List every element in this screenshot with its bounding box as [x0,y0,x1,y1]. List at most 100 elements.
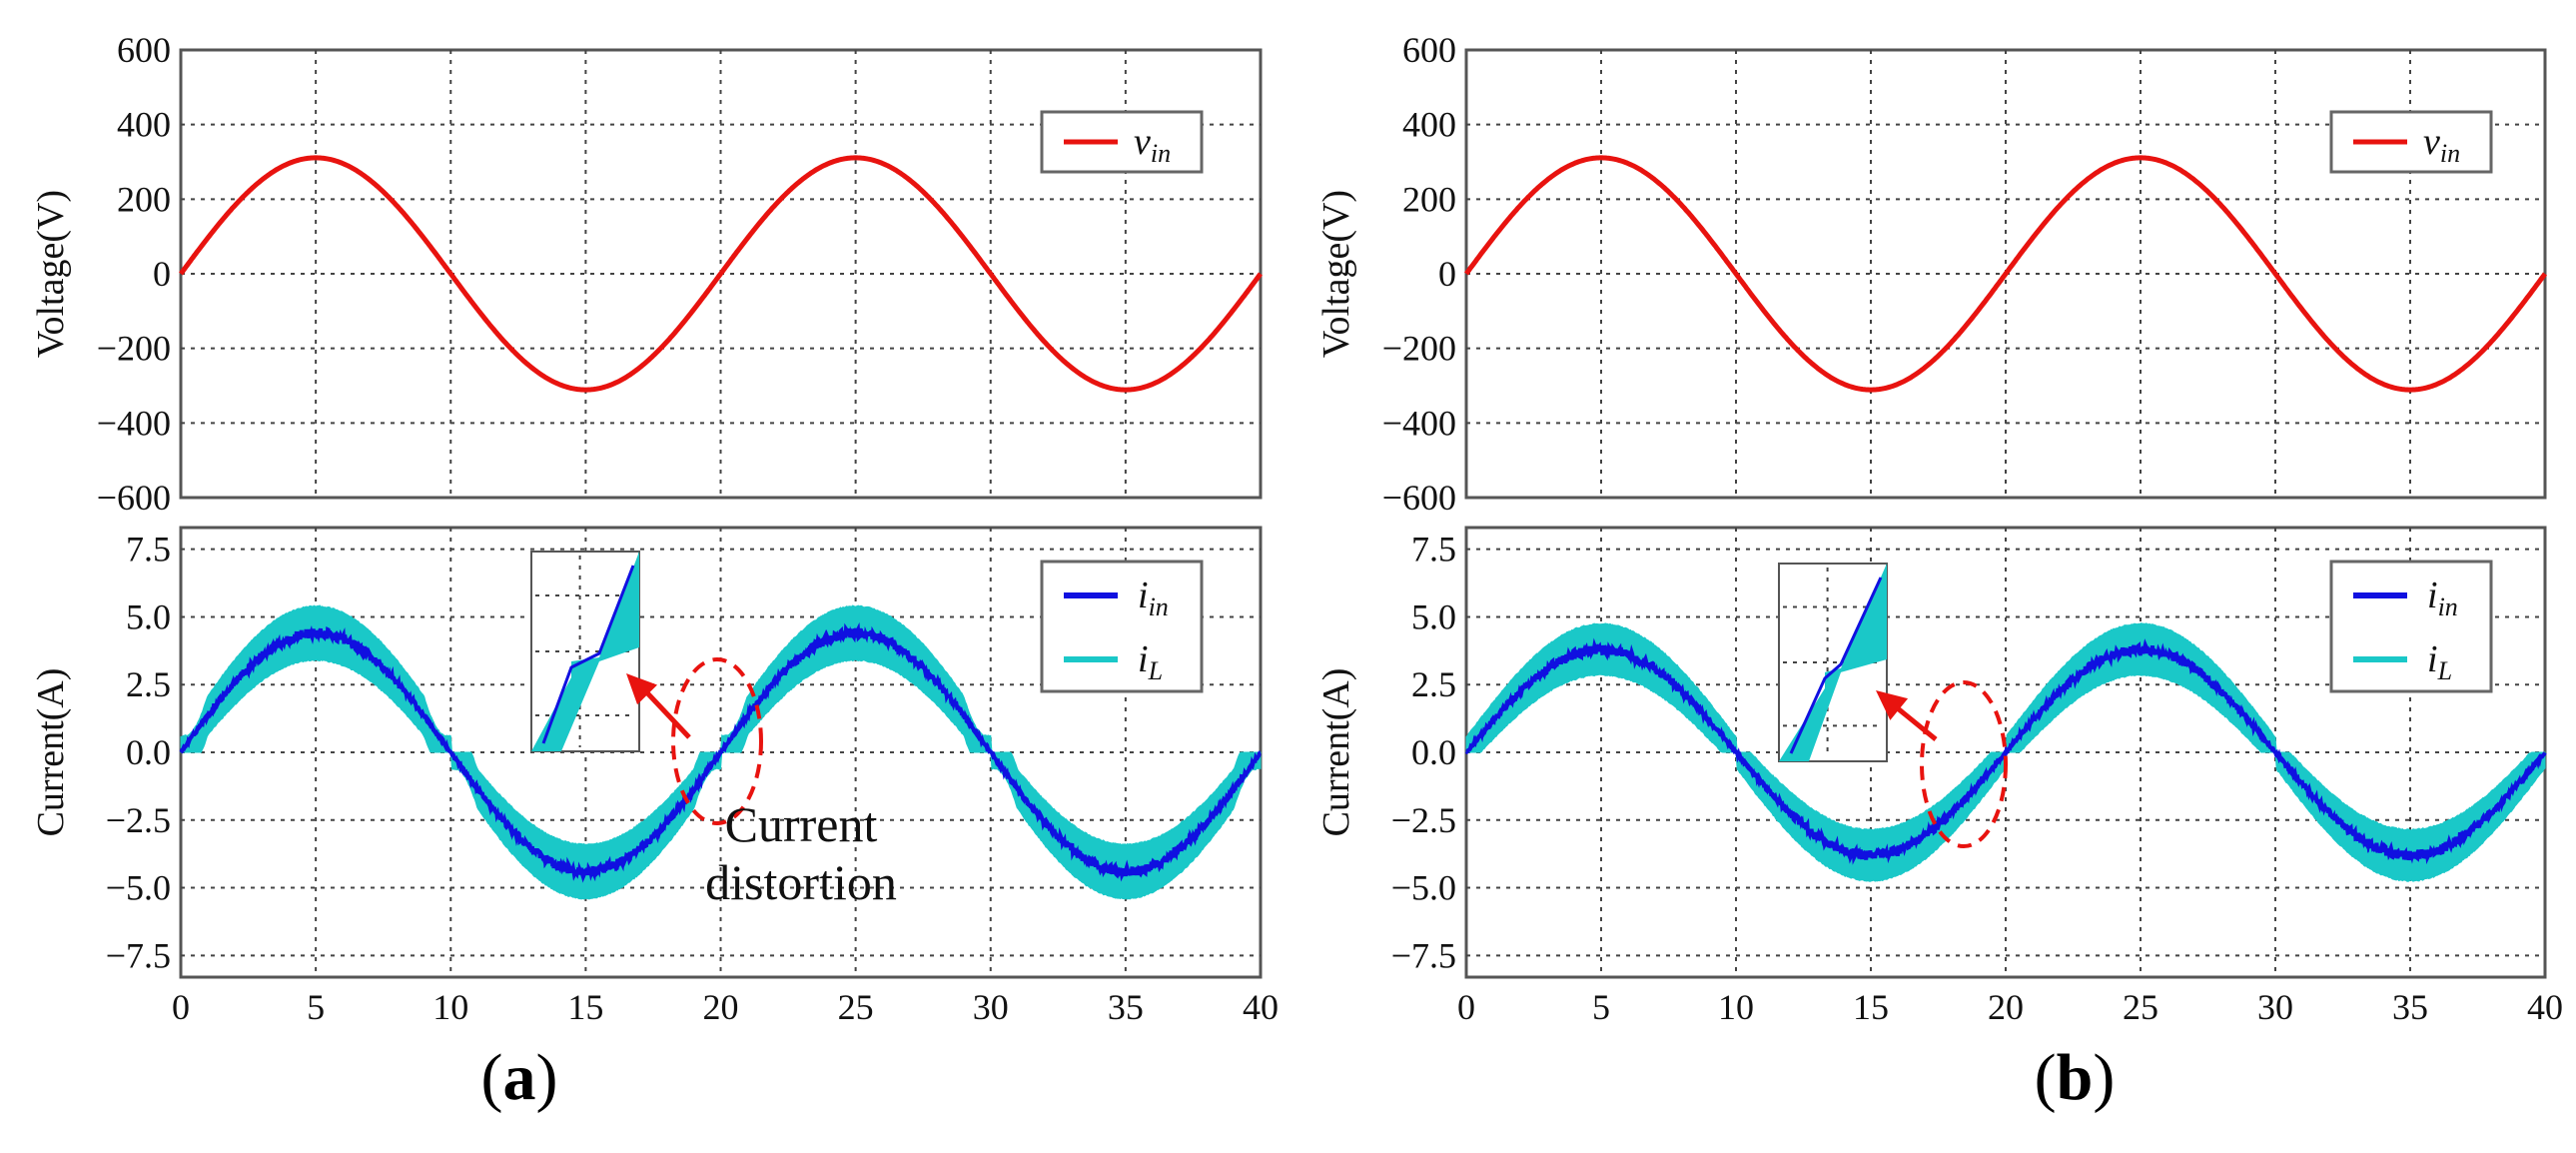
voltage-ytick-label: 0 [153,254,171,294]
annotation-line1: Current [725,796,878,852]
i_in-legend-main: i [2427,575,2438,616]
current-xtick-label: 20 [703,987,739,1027]
iin-series-line [1464,637,2547,865]
panel-label: (b) [2035,1041,2116,1114]
current-xtick-label: 5 [1592,987,1610,1027]
voltage-ytick-label: 200 [117,179,171,219]
zoom-inset [530,551,640,752]
distortion-ellipse [671,657,763,825]
current-xtick-label: 25 [838,987,874,1027]
zoom-inset-iL-band [531,552,639,751]
current-xtick-label: 30 [973,987,1009,1027]
panel-label: (a) [481,1041,558,1114]
voltage-ytick-label: 400 [1402,105,1456,145]
i_L-legend-label: iL [1138,638,1163,685]
voltage-ytick-label: −200 [97,329,171,369]
current-xtick-label: 35 [2392,987,2428,1027]
current-xtick-label: 0 [172,987,190,1027]
panel-label-letter: a [503,1041,536,1114]
current-ytick-label: 5.0 [126,596,171,636]
i_L-legend-label: iL [2427,638,2452,685]
current-xtick-label: 15 [1853,987,1889,1027]
annotation-line2: distortion [705,854,897,910]
zoom-inset-iL-band [1779,564,1887,761]
current-xtick-label: 25 [2123,987,2158,1027]
i_in-legend-label: iin [2427,575,2458,621]
zoom-inset [1778,563,1888,762]
i_L-legend-sub: L [2437,656,2452,685]
current-ytick-label: −5.0 [106,868,171,908]
vin-legend-main: v [1134,121,1151,163]
voltage-legend: vin [1040,110,1204,174]
current-xtick-label: 40 [1243,987,1279,1027]
voltage-ytick-label: −400 [1382,403,1456,443]
current-ytick-label: 0.0 [126,732,171,772]
current-xtick-label: 5 [307,987,325,1027]
voltage-ytick-label: −600 [1382,478,1456,518]
panel-label-letter: b [2057,1041,2094,1114]
current-legend-box [2329,560,2493,693]
i_in-legend-label: iin [1138,575,1169,621]
vin-legend-sub: in [1151,139,1171,168]
current-ytick-label: 7.5 [1411,530,1456,570]
voltage-ytick-label: −600 [97,478,171,518]
vin-legend-main: v [2423,121,2440,163]
current-ytick-label: −7.5 [1391,935,1456,975]
voltage-ytick-label: 400 [117,105,171,145]
current-xtick-label: 35 [1108,987,1144,1027]
panel-label-close: ) [536,1041,558,1114]
voltage-ytick-label: 600 [117,30,171,70]
voltage-ylabel: Voltage(V) [1315,190,1357,358]
i_L-legend-sub: L [1148,656,1163,685]
voltage-ylabel: Voltage(V) [30,190,72,358]
i_in-legend-sub: in [2438,592,2458,621]
current-ytick-label: 7.5 [126,530,171,570]
voltage-ytick-label: −200 [1382,329,1456,369]
vin-legend-label: vin [1134,121,1171,168]
i_L-legend-main: i [2427,638,2438,680]
i_L-legend-main: i [1138,638,1149,680]
i_in-legend-main: i [1138,575,1149,616]
current-ytick-label: 5.0 [1411,596,1456,636]
panel-label-open: ( [481,1041,503,1114]
current-ytick-label: −5.0 [1391,868,1456,908]
current-xtick-label: 40 [2527,987,2563,1027]
vin-legend-label: vin [2423,121,2460,168]
current-legend-box [1040,560,1204,693]
iin-series-line [179,621,1262,883]
zoom-inset-iin-line [541,565,635,744]
i_in-legend-sub: in [1149,592,1169,621]
current-ytick-label: −2.5 [1391,800,1456,840]
panel-label-close: ) [2093,1041,2115,1114]
current-xtick-label: 30 [2257,987,2293,1027]
vin-series-line [1463,155,2548,393]
vin-legend-sub: in [2440,139,2460,168]
zoom-inset-iin-line [1789,576,1883,754]
current-xtick-label: 10 [432,987,468,1027]
current-xtick-label: 20 [1988,987,2024,1027]
current-ylabel: Current(A) [30,668,72,837]
panel-label-open: ( [2035,1041,2057,1114]
current-xtick-label: 10 [1718,987,1754,1027]
voltage-legend: vin [2329,110,2493,174]
voltage-ytick-label: 0 [1438,254,1456,294]
voltage-ytick-label: 200 [1402,179,1456,219]
current-ytick-label: 2.5 [1411,664,1456,704]
current-xtick-label: 0 [1457,987,1475,1027]
voltage-ytick-label: −400 [97,403,171,443]
zoom-arrow-head [1876,690,1909,720]
current-xtick-label: 15 [567,987,603,1027]
current-ytick-label: 2.5 [126,664,171,704]
current-ytick-label: −7.5 [106,935,171,975]
current-ytick-label: 0.0 [1411,732,1456,772]
vin-series-line [179,155,1263,393]
voltage-ytick-label: 600 [1402,30,1456,70]
current-ytick-label: −2.5 [106,800,171,840]
distortion-ellipse [1920,680,2008,848]
current-ylabel: Current(A) [1315,668,1357,837]
